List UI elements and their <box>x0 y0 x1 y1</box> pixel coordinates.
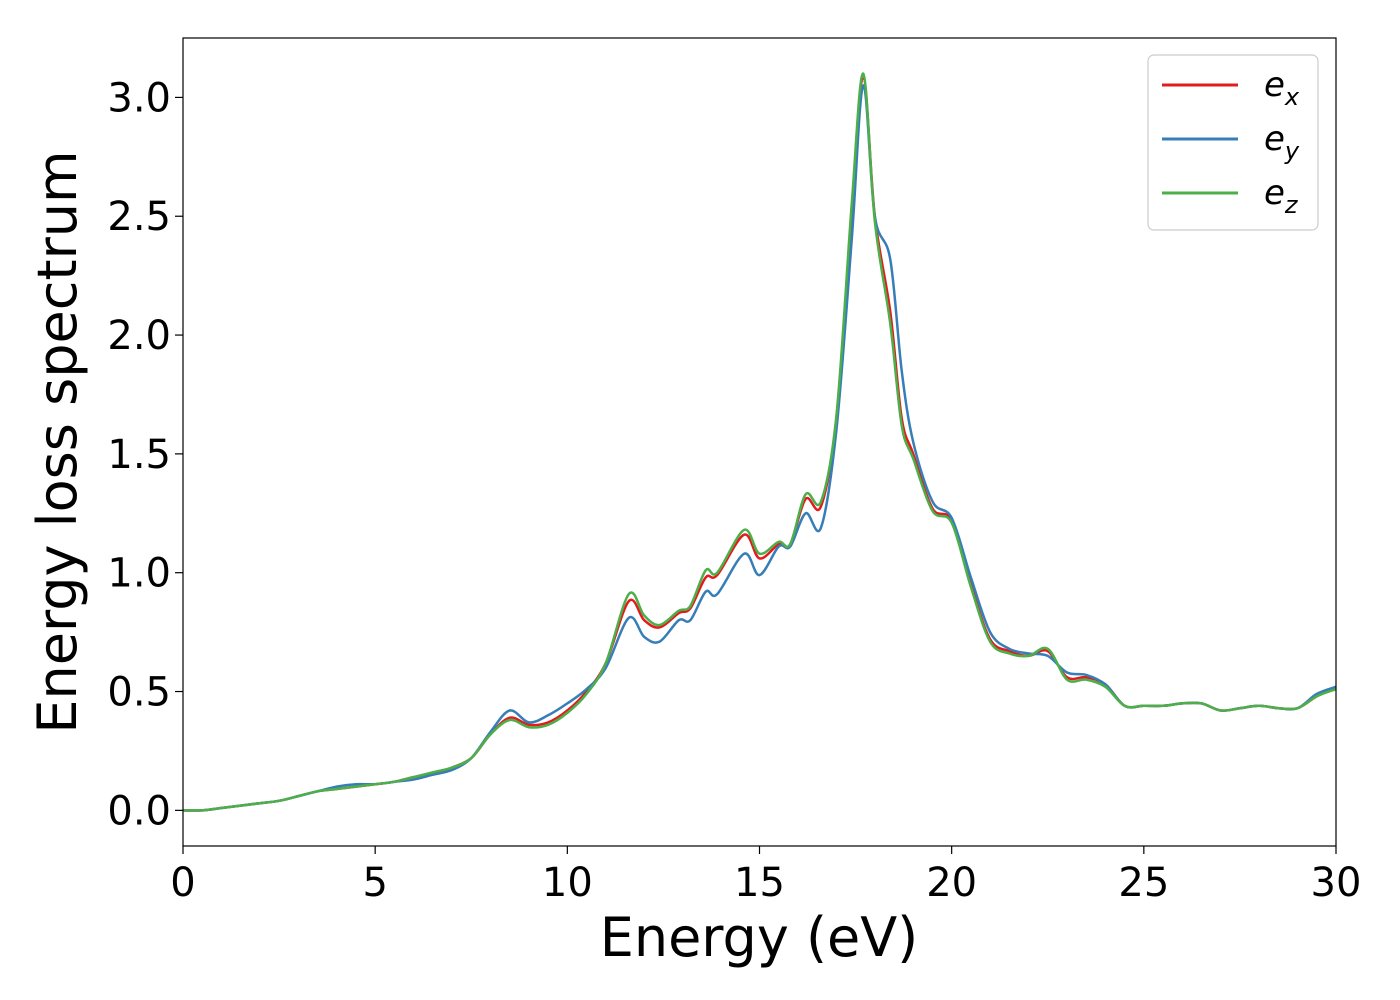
y-tick-label: 2.5 <box>107 194 171 240</box>
x-tick-label: 5 <box>362 860 387 906</box>
x-tick-label: 25 <box>1118 860 1169 906</box>
y-tick-label: 0.5 <box>107 670 171 716</box>
x-tick-label: 15 <box>734 860 785 906</box>
y-tick-label: 1.0 <box>107 551 171 597</box>
legend-label-e-x: ex <box>1264 65 1300 111</box>
y-axis-label: Energy loss spectrum <box>26 150 89 733</box>
x-tick-label: 30 <box>1311 860 1362 906</box>
y-tick-label: 2.0 <box>107 313 171 359</box>
x-axis-label: Energy (eV) <box>600 906 919 969</box>
legend: ex ey ez <box>1147 54 1319 231</box>
y-tick-label: 0.0 <box>107 788 171 834</box>
series-line-e-z <box>182 72 1337 812</box>
x-axis-ticks: 0 5 10 15 20 25 30 <box>170 846 1361 906</box>
x-tick-label: 10 <box>542 860 593 906</box>
legend-label-e-y: ey <box>1264 119 1300 165</box>
y-tick-label: 1.5 <box>107 432 171 478</box>
x-tick-label: 20 <box>926 860 977 906</box>
legend-label-e-z: ez <box>1264 173 1299 219</box>
y-tick-label: 3.0 <box>107 75 171 121</box>
legend-box <box>1147 54 1319 231</box>
x-tick-label: 0 <box>170 860 195 906</box>
y-axis-ticks: 0.0 0.5 1.0 1.5 2.0 2.5 3.0 <box>107 75 183 834</box>
series-layer <box>182 72 1337 812</box>
